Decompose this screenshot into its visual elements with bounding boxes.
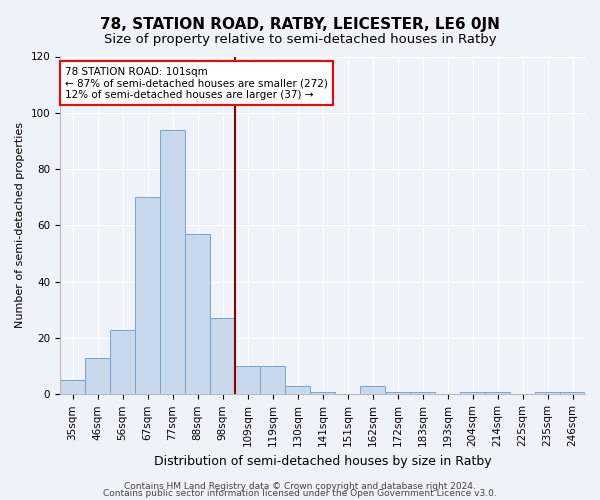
Bar xyxy=(360,386,385,394)
Bar xyxy=(310,392,335,394)
Bar xyxy=(260,366,285,394)
Y-axis label: Number of semi-detached properties: Number of semi-detached properties xyxy=(15,122,25,328)
Bar xyxy=(485,392,510,394)
Bar xyxy=(385,392,410,394)
Text: 78, STATION ROAD, RATBY, LEICESTER, LE6 0JN: 78, STATION ROAD, RATBY, LEICESTER, LE6 … xyxy=(100,18,500,32)
Bar xyxy=(85,358,110,395)
Text: Contains public sector information licensed under the Open Government Licence v3: Contains public sector information licen… xyxy=(103,490,497,498)
Text: Contains HM Land Registry data © Crown copyright and database right 2024.: Contains HM Land Registry data © Crown c… xyxy=(124,482,476,491)
Text: 78 STATION ROAD: 101sqm
← 87% of semi-detached houses are smaller (272)
12% of s: 78 STATION ROAD: 101sqm ← 87% of semi-de… xyxy=(65,66,328,100)
Bar xyxy=(285,386,310,394)
Text: Size of property relative to semi-detached houses in Ratby: Size of property relative to semi-detach… xyxy=(104,32,496,46)
Bar xyxy=(460,392,485,394)
Bar xyxy=(135,198,160,394)
Bar xyxy=(560,392,585,394)
Bar xyxy=(110,330,135,394)
Bar xyxy=(210,318,235,394)
Bar xyxy=(60,380,85,394)
X-axis label: Distribution of semi-detached houses by size in Ratby: Distribution of semi-detached houses by … xyxy=(154,454,491,468)
Bar xyxy=(535,392,560,394)
Bar xyxy=(160,130,185,394)
Bar xyxy=(185,234,210,394)
Bar xyxy=(410,392,435,394)
Bar xyxy=(235,366,260,394)
